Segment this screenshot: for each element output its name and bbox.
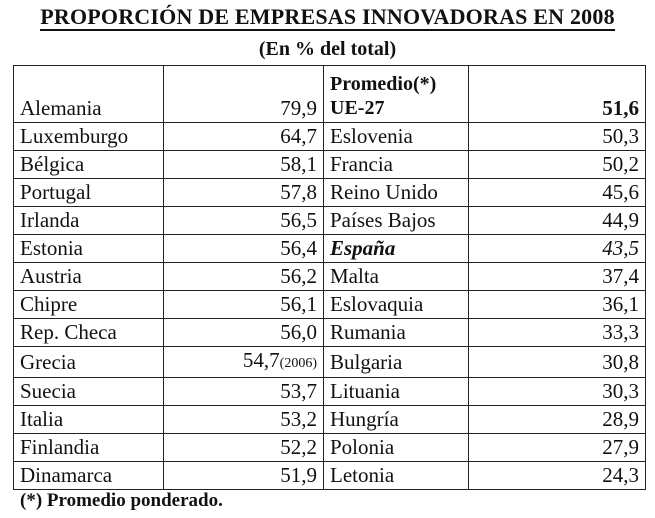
header-average-label: Promedio(*) UE-27 xyxy=(323,65,469,123)
table-row: Grecia 54,7(2006) Bulgaria 30,8 xyxy=(13,346,646,378)
country-name: Letonia xyxy=(323,461,469,490)
country-name: Portugal xyxy=(13,178,164,207)
table-row: Suecia 53,7 Lituania 30,3 xyxy=(13,377,646,406)
country-value: 45,6 xyxy=(468,178,646,207)
country-value-number: 56,1 xyxy=(280,292,317,316)
table-header-row: Alemania 79,9 Promedio(*) UE-27 51,6 xyxy=(13,65,646,123)
country-name: Lituania xyxy=(323,377,469,406)
document-title: PROPORCIÓN DE EMPRESAS INNOVADORAS EN 20… xyxy=(40,4,615,31)
country-name: Luxemburgo xyxy=(13,122,164,151)
country-value: 30,8 xyxy=(468,346,646,378)
country-name: Italia xyxy=(13,405,164,434)
country-name: Bélgica xyxy=(13,150,164,179)
country-value: 50,3 xyxy=(468,122,646,151)
country-value: 64,7 xyxy=(163,122,324,151)
country-name: Austria xyxy=(13,262,164,291)
country-name: Reino Unido xyxy=(323,178,469,207)
country-value-number: 53,7 xyxy=(280,379,317,403)
footnote: (*) Promedio ponderado. xyxy=(20,490,223,511)
header-country-value: 79,9 xyxy=(163,65,324,123)
country-value: 28,9 xyxy=(468,405,646,434)
country-value-number: 56,2 xyxy=(280,264,317,288)
country-name: Hungría xyxy=(323,405,469,434)
country-name: Malta xyxy=(323,262,469,291)
country-value: 43,5 xyxy=(468,234,646,263)
country-name: Dinamarca xyxy=(13,461,164,490)
country-value: 24,3 xyxy=(468,461,646,490)
data-table: Alemania 79,9 Promedio(*) UE-27 51,6 Lux… xyxy=(13,65,646,490)
country-value: 54,7(2006) xyxy=(163,346,324,378)
country-name: Suecia xyxy=(13,377,164,406)
country-name: Grecia xyxy=(13,346,164,378)
table-row: Dinamarca 51,9 Letonia 24,3 xyxy=(13,461,646,490)
country-value-number: 53,2 xyxy=(280,407,317,431)
country-value-number: 56,0 xyxy=(280,320,317,344)
country-value: 53,7 xyxy=(163,377,324,406)
country-value-number: 51,9 xyxy=(280,463,317,487)
country-name: Polonia xyxy=(323,433,469,462)
country-name: Estonia xyxy=(13,234,164,263)
country-name: Irlanda xyxy=(13,206,164,235)
country-name: Rumania xyxy=(323,318,469,347)
country-value-number: 57,8 xyxy=(280,180,317,204)
country-value-number: 56,5 xyxy=(280,208,317,232)
country-value-number: 64,7 xyxy=(280,124,317,148)
country-value: 36,1 xyxy=(468,290,646,319)
country-value-number: 56,4 xyxy=(280,236,317,260)
country-value: 51,9 xyxy=(163,461,324,490)
country-value: 57,8 xyxy=(163,178,324,207)
header-average-line2: UE-27 xyxy=(330,97,385,119)
country-name: España xyxy=(323,234,469,263)
table-row: Rep. Checa 56,0 Rumania 33,3 xyxy=(13,318,646,347)
country-value: 52,2 xyxy=(163,433,324,462)
country-value-number: 52,2 xyxy=(280,435,317,459)
table-row: Portugal 57,8 Reino Unido 45,6 xyxy=(13,178,646,207)
country-value: 27,9 xyxy=(468,433,646,462)
country-name: Eslovenia xyxy=(323,122,469,151)
country-value: 56,1 xyxy=(163,290,324,319)
country-value: 44,9 xyxy=(468,206,646,235)
table-row: Luxemburgo 64,7 Eslovenia 50,3 xyxy=(13,122,646,151)
country-name: Bulgaria xyxy=(323,346,469,378)
value-year-note: (2006) xyxy=(279,356,317,371)
country-value: 56,5 xyxy=(163,206,324,235)
country-name: Finlandia xyxy=(13,433,164,462)
country-value: 33,3 xyxy=(468,318,646,347)
header-country: Alemania xyxy=(13,65,164,123)
header-average-line1: Promedio(*) xyxy=(330,73,437,95)
header-average-value: 51,6 xyxy=(468,65,646,123)
country-value: 58,1 xyxy=(163,150,324,179)
country-value: 37,4 xyxy=(468,262,646,291)
country-value-number: 58,1 xyxy=(280,152,317,176)
country-name: Países Bajos xyxy=(323,206,469,235)
country-value: 30,3 xyxy=(468,377,646,406)
table-row: Irlanda 56,5 Países Bajos 44,9 xyxy=(13,206,646,235)
country-value: 53,2 xyxy=(163,405,324,434)
country-value-number: 54,7 xyxy=(242,348,280,372)
table-row: Italia 53,2 Hungría 28,9 xyxy=(13,405,646,434)
country-name: Chipre xyxy=(13,290,164,319)
country-name: Francia xyxy=(323,150,469,179)
country-name: Rep. Checa xyxy=(13,318,164,347)
table-row: Austria 56,2 Malta 37,4 xyxy=(13,262,646,291)
country-name: Eslovaquia xyxy=(323,290,469,319)
table-row: Bélgica 58,1 Francia 50,2 xyxy=(13,150,646,179)
country-value: 56,0 xyxy=(163,318,324,347)
country-value: 56,2 xyxy=(163,262,324,291)
country-value: 56,4 xyxy=(163,234,324,263)
table-row: Finlandia 52,2 Polonia 27,9 xyxy=(13,433,646,462)
table-row: Chipre 56,1 Eslovaquia 36,1 xyxy=(13,290,646,319)
document-subtitle: (En % del total) xyxy=(258,38,397,60)
table-row: Estonia 56,4 España 43,5 xyxy=(13,234,646,263)
country-value: 50,2 xyxy=(468,150,646,179)
